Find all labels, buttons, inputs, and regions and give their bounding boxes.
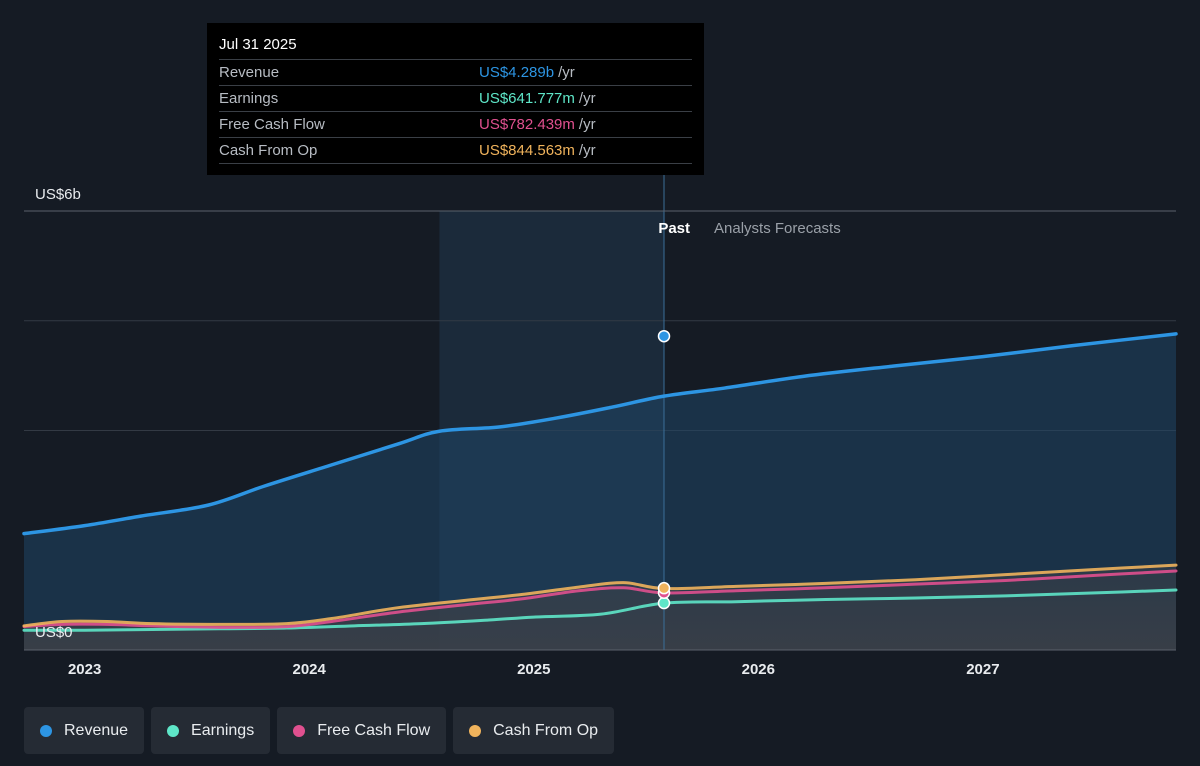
legend-label: Earnings — [191, 721, 255, 739]
legend-item-fcf[interactable]: Free Cash Flow — [277, 707, 447, 754]
y-axis-top-label: US$6b — [35, 186, 81, 203]
legend-label: Cash From Op — [493, 721, 599, 739]
legend-item-cfo[interactable]: Cash From Op — [453, 707, 615, 754]
data-tooltip: Jul 31 2025 Revenue US$4.289b /yr Earnin… — [207, 23, 704, 175]
tooltip-label: Earnings — [219, 90, 279, 107]
tooltip-row-fcf: Free Cash Flow US$782.439m /yr — [219, 111, 692, 137]
earnings-marker — [657, 596, 671, 610]
forecast-label: Analysts Forecasts — [714, 220, 841, 237]
tooltip-row-cfo: Cash From Op US$844.563m /yr — [219, 137, 692, 164]
x-tick-label: 2023 — [68, 661, 101, 678]
tooltip-value: US$782.439m — [479, 116, 575, 133]
earnings-line — [22, 588, 1178, 632]
y-axis-bottom-label: US$0 — [35, 624, 73, 641]
tooltip-unit: /yr — [578, 90, 596, 107]
revenue-line — [22, 332, 1178, 536]
tooltip-value: US$641.777m — [479, 90, 575, 107]
cfo-line — [22, 563, 1178, 628]
cfo-marker — [657, 581, 671, 595]
legend-label: Free Cash Flow — [317, 721, 431, 739]
revenue-marker — [657, 329, 671, 343]
tooltip-label: Cash From Op — [219, 142, 318, 159]
tooltip-value: US$4.289b — [479, 64, 555, 81]
tooltip-date: Jul 31 2025 — [219, 36, 297, 53]
legend-item-revenue[interactable]: Revenue — [24, 707, 145, 754]
x-tick-label: 2026 — [742, 661, 775, 678]
tooltip-label: Revenue — [219, 64, 280, 81]
past-label: Past — [658, 220, 690, 237]
chart-legend: Revenue Earnings Free Cash Flow Cash Fro… — [24, 707, 615, 754]
tooltip-row-earnings: Earnings US$641.777m /yr — [219, 85, 692, 111]
legend-label: Revenue — [64, 721, 129, 739]
legend-dot-icon — [40, 724, 52, 737]
legend-dot-icon — [167, 724, 180, 737]
tooltip-value: US$844.563m — [479, 142, 575, 159]
x-tick-label: 2024 — [293, 661, 327, 678]
x-tick-label: 2025 — [517, 661, 550, 678]
fcf-line — [22, 569, 1178, 629]
legend-dot-icon — [469, 724, 482, 737]
tooltip-unit: /yr — [578, 142, 596, 159]
tooltip-row-revenue: Revenue US$4.289b /yr — [219, 59, 692, 85]
tooltip-unit: /yr — [578, 116, 596, 133]
tooltip-label: Free Cash Flow — [219, 116, 325, 133]
x-tick-label: 2027 — [966, 661, 999, 678]
legend-item-earnings[interactable]: Earnings — [151, 707, 271, 754]
revenue-area — [24, 333, 1176, 650]
legend-dot-icon — [293, 724, 306, 737]
tooltip-unit: /yr — [558, 64, 575, 81]
